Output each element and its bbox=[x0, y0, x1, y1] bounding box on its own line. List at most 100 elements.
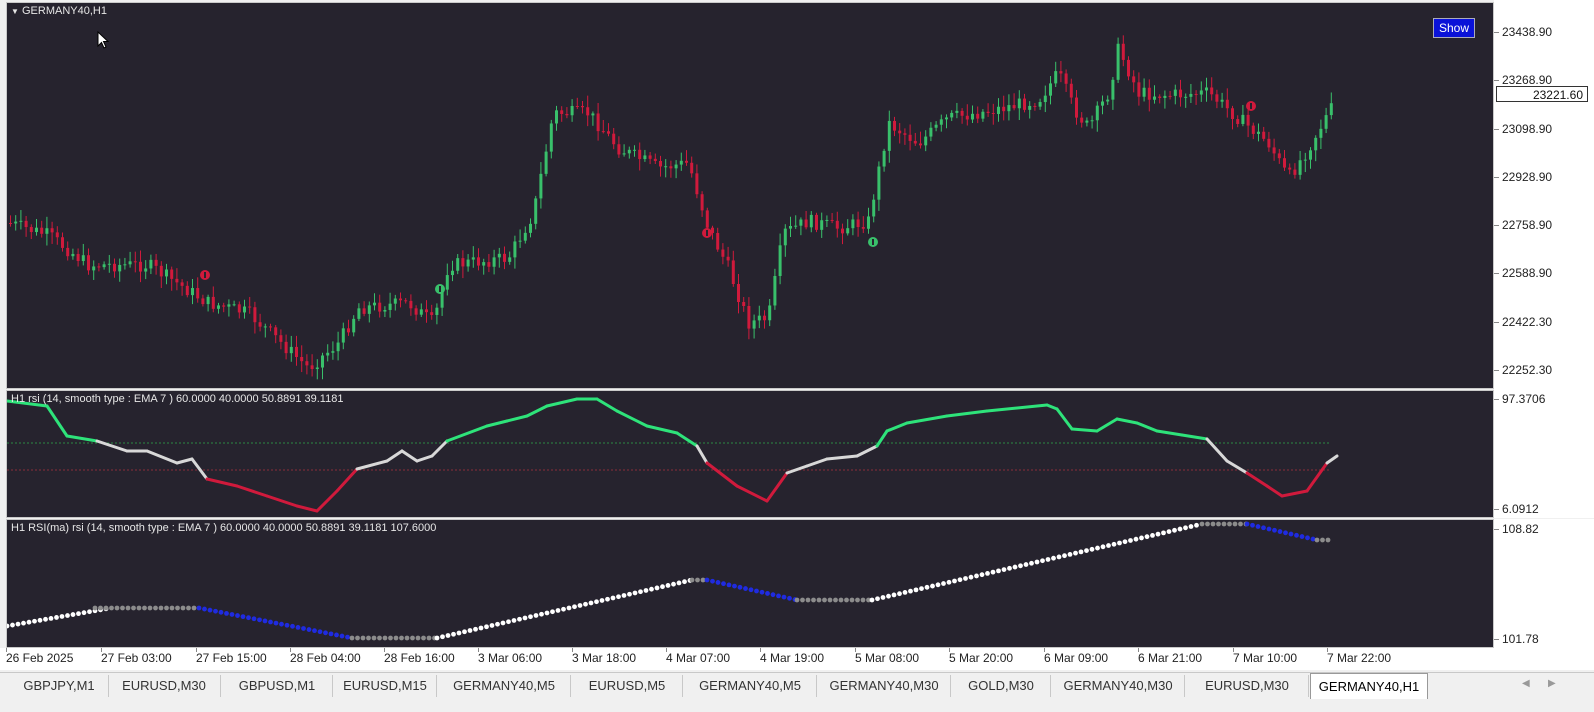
rsima-dot bbox=[897, 591, 902, 597]
candle bbox=[159, 261, 163, 288]
rsima-dot bbox=[323, 630, 328, 636]
chart-tab[interactable]: EURUSD,M30 bbox=[108, 675, 221, 697]
candle bbox=[1225, 88, 1229, 118]
rsima-dot bbox=[1084, 548, 1089, 553]
chart-tab[interactable]: EURUSD,M15 bbox=[334, 675, 437, 697]
candle bbox=[102, 261, 106, 270]
rsi-segment bbox=[145, 449, 179, 465]
candle bbox=[1303, 152, 1307, 173]
rsima-dot bbox=[1314, 537, 1320, 543]
rsima-dot bbox=[1045, 557, 1051, 562]
chart-tab[interactable]: EURUSD,M30 bbox=[1186, 675, 1309, 697]
chevron-down-icon[interactable]: ▼ bbox=[11, 7, 19, 16]
candle bbox=[1251, 122, 1255, 140]
scroll-right-icon[interactable]: ▶ bbox=[1548, 678, 1556, 689]
rsi-segment bbox=[385, 449, 404, 463]
scroll-left-icon[interactable]: ◀ bbox=[1522, 678, 1530, 689]
chart-title[interactable]: ▼ GERMANY40,H1 bbox=[11, 5, 107, 17]
rsi-indicator-panel[interactable]: H1 rsi (14, smooth type : EMA 7 ) 60.000… bbox=[6, 390, 1494, 518]
rsima-dot bbox=[700, 577, 706, 583]
rsima-dot bbox=[1161, 530, 1166, 536]
candle bbox=[612, 127, 616, 150]
price-scale[interactable]: 23438.90 23268.90 23098.90 22928.90 22758.90… bbox=[1494, 0, 1594, 390]
rsima-dot bbox=[715, 580, 721, 585]
candle bbox=[175, 268, 179, 291]
rsima-dot bbox=[301, 626, 306, 631]
rsima-dot bbox=[952, 578, 957, 584]
rsima-dot bbox=[838, 597, 844, 603]
chart-tab[interactable]: GBPUSD,M1 bbox=[222, 675, 333, 697]
candle bbox=[435, 303, 439, 325]
rsi-segment bbox=[805, 457, 829, 468]
chart-tab[interactable]: GERMANY40,M5 bbox=[684, 675, 817, 697]
rsima-dot bbox=[246, 615, 251, 621]
chart-tab[interactable]: EURUSD,M5 bbox=[572, 675, 683, 697]
candle bbox=[653, 153, 657, 164]
main-chart-panel[interactable]: ▼ GERMANY40,H1 bbox=[6, 2, 1494, 389]
chart-tab[interactable]: GERMANY40,M30 bbox=[1052, 675, 1185, 697]
rsima-dot bbox=[805, 597, 811, 603]
candle bbox=[1111, 76, 1115, 110]
rsima-dot bbox=[968, 574, 974, 580]
rsima-dot bbox=[632, 590, 638, 596]
rsima-dot bbox=[1018, 563, 1023, 569]
candle bbox=[388, 292, 392, 318]
chart-tab[interactable]: GERMANY40,H1 bbox=[1310, 673, 1428, 699]
rsima-dot bbox=[1122, 539, 1128, 545]
rsima-dot bbox=[588, 600, 594, 606]
rsima-dot bbox=[87, 609, 92, 615]
time-axis[interactable]: 26 Feb 2025 27 Feb 03:00 27 Feb 15:00 28 Fe… bbox=[0, 648, 1594, 670]
candle bbox=[237, 301, 241, 319]
chart-tab[interactable]: GBPJPY,M1 bbox=[10, 675, 109, 697]
chart-tab[interactable]: GERMANY40,M30 bbox=[818, 675, 951, 697]
rsima-dot bbox=[218, 609, 224, 615]
rsi-segment bbox=[335, 467, 359, 493]
rsima-dot bbox=[555, 608, 561, 613]
rsima-indicator-panel[interactable]: H1 RSI(ma) rsi (14, smooth type : EMA 7 … bbox=[6, 519, 1494, 648]
candle bbox=[898, 123, 902, 144]
candle bbox=[778, 233, 782, 285]
candle bbox=[986, 103, 990, 117]
rsi-segment bbox=[695, 444, 709, 465]
rsima-dot bbox=[467, 628, 473, 633]
rsima-dot bbox=[451, 631, 456, 637]
rsima-dot bbox=[1062, 553, 1067, 559]
rsima-dot bbox=[103, 605, 109, 611]
rsi-segment bbox=[1115, 417, 1139, 425]
candle bbox=[9, 215, 12, 227]
candle bbox=[523, 226, 527, 244]
rsima-dot bbox=[533, 613, 539, 618]
rsima-dot bbox=[1078, 549, 1084, 555]
show-button[interactable]: Show bbox=[1433, 18, 1475, 38]
candle bbox=[913, 132, 917, 146]
candle bbox=[1075, 90, 1078, 125]
rsima-dot bbox=[1221, 521, 1227, 527]
candle bbox=[1231, 105, 1234, 130]
candle bbox=[154, 253, 158, 275]
rsima-dot bbox=[913, 587, 919, 593]
candle bbox=[487, 253, 491, 273]
rsima-dot bbox=[643, 588, 649, 593]
rsima-dot bbox=[1199, 521, 1205, 527]
rsima-dot bbox=[946, 579, 952, 585]
rsi-segment bbox=[705, 461, 739, 488]
chart-tab[interactable]: GOLD,M30 bbox=[952, 675, 1051, 697]
candle bbox=[269, 323, 272, 332]
candle bbox=[643, 149, 647, 162]
candle bbox=[1272, 138, 1276, 161]
rsi-segment bbox=[1135, 421, 1159, 433]
rsi-segment bbox=[765, 471, 789, 503]
candle bbox=[1028, 101, 1032, 119]
rsi-segment bbox=[945, 409, 989, 418]
rsima-dot bbox=[880, 595, 886, 600]
chart-tab[interactable]: GERMANY40,M5 bbox=[438, 675, 571, 697]
rsima-dot bbox=[974, 573, 979, 579]
candle bbox=[799, 217, 803, 236]
rsi-segment bbox=[95, 439, 129, 453]
candle bbox=[24, 215, 28, 237]
candle bbox=[664, 159, 668, 178]
rsima-dot bbox=[704, 577, 710, 583]
rsima-dot bbox=[1283, 530, 1288, 536]
candlestick-chart[interactable] bbox=[7, 3, 1494, 389]
rsi-segment bbox=[355, 459, 389, 471]
